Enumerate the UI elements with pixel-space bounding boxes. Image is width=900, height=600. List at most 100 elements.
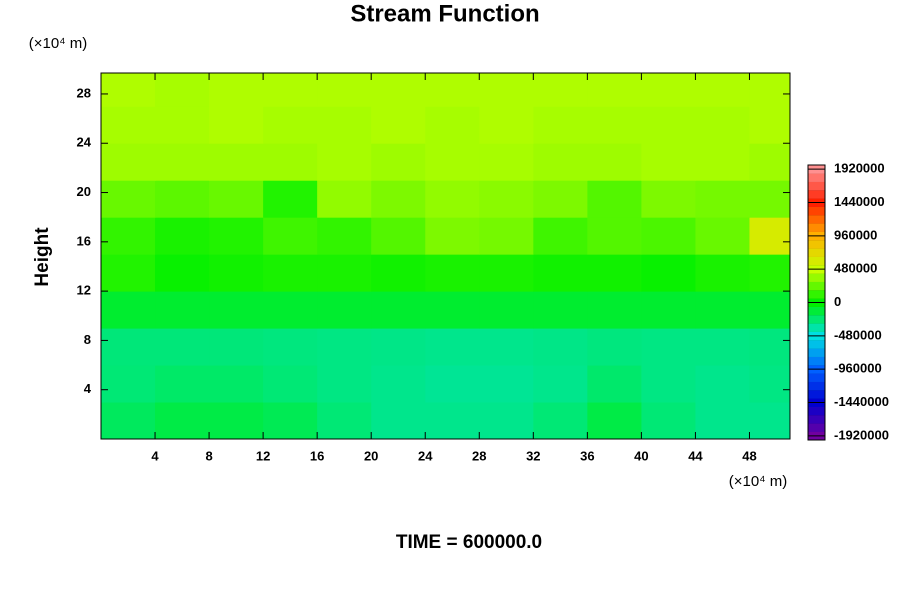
- field-cell: [263, 328, 318, 366]
- field-cell: [317, 328, 372, 366]
- field-cell: [479, 328, 534, 366]
- field-cell: [371, 73, 426, 107]
- field-cell: [263, 217, 318, 255]
- field-cell: [371, 291, 426, 329]
- field-cell: [587, 254, 642, 292]
- field-cell: [641, 254, 696, 292]
- colorbar-band: [808, 223, 825, 232]
- colorbar-band: [808, 373, 825, 382]
- field-cell: [641, 365, 696, 403]
- field-cell: [101, 73, 156, 107]
- field-cell: [317, 106, 372, 144]
- field-cell: [749, 106, 790, 144]
- field-cell: [425, 254, 480, 292]
- field-cell: [317, 254, 372, 292]
- field-cell: [155, 180, 210, 218]
- colorbar-tick-label: 960000: [834, 227, 877, 242]
- y-tick-label: 24: [77, 135, 92, 150]
- field-cell: [101, 402, 156, 439]
- field-cell: [695, 180, 750, 218]
- field-cell: [533, 365, 588, 403]
- field-cell: [101, 180, 156, 218]
- field-cell: [479, 254, 534, 292]
- colorbar-band: [808, 315, 825, 324]
- colorbar-band: [808, 415, 825, 424]
- field-cell: [263, 402, 318, 439]
- field-cell: [749, 402, 790, 439]
- y-tick-label: 20: [77, 184, 91, 199]
- field-cell: [749, 365, 790, 403]
- colorbar-band: [808, 281, 825, 291]
- field-cell: [695, 328, 750, 366]
- field-cell: [425, 106, 480, 144]
- colorbar-tick-label: -1920000: [834, 427, 889, 442]
- field-cell: [587, 217, 642, 255]
- field-cell: [695, 402, 750, 439]
- field-cell: [425, 143, 480, 181]
- field-cell: [533, 106, 588, 144]
- y-axis-label: Height: [32, 227, 53, 287]
- field-cell: [263, 365, 318, 403]
- colorbar-band: [808, 406, 825, 416]
- colorbar-tick-label: -960000: [834, 361, 882, 376]
- field-cell: [155, 402, 210, 439]
- x-tick-label: 20: [364, 448, 378, 463]
- field-cell: [101, 143, 156, 181]
- field-cell: [641, 217, 696, 255]
- field-cell: [695, 143, 750, 181]
- colorbar-band: [808, 306, 825, 316]
- colorbar-band: [808, 173, 825, 182]
- colorbar-tick-label: 480000: [834, 261, 877, 276]
- field-cell: [209, 254, 264, 292]
- field-cell: [749, 143, 790, 181]
- colorbar-band: [808, 256, 825, 266]
- field-cell: [533, 73, 588, 107]
- field-cell: [263, 254, 318, 292]
- field-cell: [479, 180, 534, 218]
- field-cell: [371, 365, 426, 403]
- x-tick-label: 4: [151, 448, 159, 463]
- field: [101, 73, 790, 439]
- x-tick-label: 36: [580, 448, 594, 463]
- field-cell: [425, 328, 480, 366]
- field-cell: [155, 291, 210, 329]
- field-cell: [101, 365, 156, 403]
- field-cell: [155, 143, 210, 181]
- plot-frame: [100, 72, 791, 440]
- field-cell: [209, 217, 264, 255]
- field-cell: [587, 73, 642, 107]
- field-cell: [425, 291, 480, 329]
- colorbar-band: [808, 248, 825, 257]
- y-tick-label: 4: [84, 381, 92, 396]
- y-tick-label: 12: [77, 283, 91, 298]
- field-cell: [587, 328, 642, 366]
- field-cell: [641, 180, 696, 218]
- field-cell: [263, 180, 318, 218]
- field-cell: [533, 143, 588, 181]
- x-tick-label: 24: [418, 448, 433, 463]
- field-cell: [263, 143, 318, 181]
- field-cell: [263, 73, 318, 107]
- field-cell: [533, 402, 588, 439]
- colorbar-band: [808, 423, 825, 432]
- field-cell: [209, 143, 264, 181]
- field-cell: [209, 291, 264, 329]
- field-cell: [479, 365, 534, 403]
- annotation: TIME = 600000.0: [396, 532, 542, 553]
- field-cell: [317, 291, 372, 329]
- colorbar-tick-label: 0: [834, 294, 841, 309]
- chart-title: Stream Function: [350, 0, 539, 27]
- field-cell: [101, 291, 156, 329]
- field-cell: [209, 402, 264, 439]
- field-cell: [101, 106, 156, 144]
- field-cell: [749, 180, 790, 218]
- field-cell: [695, 291, 750, 329]
- colorbar-band: [808, 390, 825, 399]
- field-cell: [425, 73, 480, 107]
- field-cell: [641, 106, 696, 144]
- field-cell: [749, 254, 790, 292]
- field-cell: [209, 73, 264, 107]
- x-tick-label: 40: [634, 448, 648, 463]
- colorbar-band: [808, 356, 825, 366]
